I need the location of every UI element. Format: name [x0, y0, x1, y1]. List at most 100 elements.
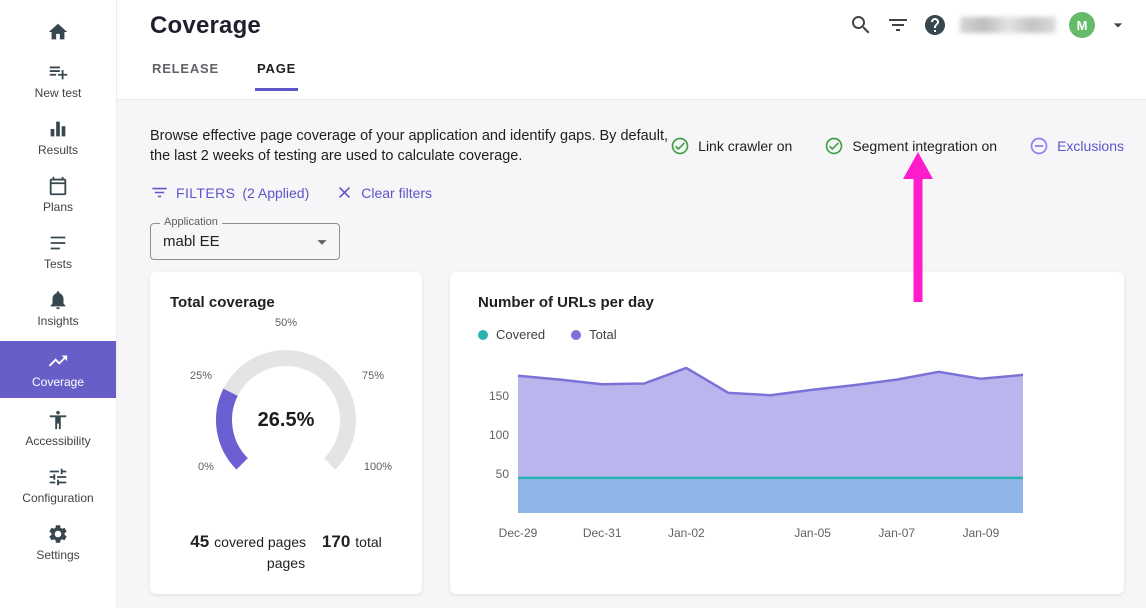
svg-text:100: 100: [489, 428, 509, 442]
avatar[interactable]: M: [1069, 12, 1095, 38]
sidebar-item-label: Coverage: [31, 375, 85, 389]
application-select-value: mabl EE: [163, 233, 220, 250]
page-description: Browse effective page coverage of your a…: [150, 128, 669, 164]
sidebar-item-coverage[interactable]: Coverage: [0, 341, 116, 398]
account-menu-caret-icon[interactable]: [1108, 15, 1128, 35]
svg-text:Dec-29: Dec-29: [499, 526, 538, 540]
coverage-trending-icon: [47, 350, 69, 372]
urls-chart: 50 100 150 Dec-29 Dec-31 Jan-02 Jan-05 Jan-07 Ja…: [489, 366, 1024, 540]
gauge-fill: [216, 350, 356, 490]
accessibility-icon: [47, 409, 69, 431]
legend-total-dot: [571, 329, 582, 340]
sidebar-item-home[interactable]: [0, 14, 116, 50]
gauge-tick: 0%: [198, 461, 214, 473]
close-icon: [339, 186, 351, 199]
sidebar-item-tests[interactable]: Tests: [0, 225, 116, 278]
application-select-label: Application: [160, 216, 222, 228]
new-test-icon: [47, 61, 69, 83]
page-header: Coverage RELEASE PAGE M: [117, 0, 1146, 100]
sidebar-item-new-test[interactable]: New test: [0, 54, 116, 107]
coverage-stats: 45 covered pages 170 total pages: [170, 531, 402, 574]
home-icon: [47, 21, 69, 43]
results-icon: [47, 118, 69, 140]
sidebar-item-accessibility[interactable]: Accessibility: [0, 402, 116, 455]
chevron-down-icon: [311, 231, 333, 258]
search-icon[interactable]: [849, 13, 873, 37]
tab-release[interactable]: RELEASE: [152, 61, 220, 76]
segment-integration-status[interactable]: Segment integration on: [824, 136, 997, 156]
gauge-tick: 100%: [363, 461, 392, 473]
sidebar-item-insights[interactable]: Insights: [0, 282, 116, 335]
insights-bell-icon: [47, 289, 69, 311]
sidebar-item-label: Plans: [42, 200, 74, 214]
main-area: Coverage RELEASE PAGE M Browse effective…: [117, 0, 1146, 608]
svg-text:50: 50: [496, 467, 510, 481]
tab-page[interactable]: PAGE: [255, 61, 299, 91]
urls-per-day-card: Number of URLs per day Covered Total 50 1…: [450, 272, 1124, 594]
sidebar-item-label: New test: [34, 86, 82, 100]
sidebar-item-label: Accessibility: [25, 434, 91, 448]
svg-text:Dec-31: Dec-31: [583, 526, 622, 540]
exclusions-label: Exclusions: [1057, 138, 1124, 154]
help-icon[interactable]: [923, 13, 947, 37]
filters-row: FILTERS (2 Applied) Clear filters: [150, 183, 1124, 202]
header-actions: M: [849, 12, 1128, 38]
sidebar-item-settings[interactable]: Settings: [0, 516, 116, 569]
sidebar-item-label: Tests: [43, 257, 72, 271]
legend-covered-dot: [478, 329, 488, 340]
page-content: Browse effective page coverage of your a…: [117, 100, 1146, 608]
plans-icon: [47, 175, 69, 197]
configuration-sliders-icon: [47, 466, 69, 488]
filters-button[interactable]: FILTERS (2 Applied): [150, 183, 309, 202]
chart-legend: Covered Total: [478, 327, 1096, 342]
page-title: Coverage: [150, 12, 261, 39]
sidebar-item-configuration[interactable]: Configuration: [0, 459, 116, 512]
legend-covered-label: Covered: [496, 327, 546, 342]
sidebar-item-results[interactable]: Results: [0, 111, 116, 164]
covered-pages-value: 45: [190, 532, 210, 551]
covered-pages-label: covered pages: [214, 534, 307, 550]
filter-list-icon[interactable]: [886, 13, 910, 37]
svg-text:Jan-02: Jan-02: [668, 526, 705, 540]
check-circle-icon: [825, 137, 843, 155]
filters-label: FILTERS: [176, 184, 236, 201]
tab-bar: RELEASE PAGE: [117, 61, 1146, 91]
check-circle-icon: [671, 137, 689, 155]
svg-text:Jan-07: Jan-07: [878, 526, 915, 540]
settings-gear-icon: [47, 523, 69, 545]
status-label: Segment integration on: [852, 138, 998, 154]
svg-text:Jan-09: Jan-09: [963, 526, 1000, 540]
application-select[interactable]: Application mabl EE: [150, 216, 340, 260]
filters-icon: [152, 187, 167, 198]
account-name-redacted[interactable]: [960, 17, 1056, 33]
svg-text:Jan-05: Jan-05: [794, 526, 831, 540]
sidebar-item-plans[interactable]: Plans: [0, 168, 116, 221]
status-row: Link crawler on Segment integration on E…: [670, 136, 1124, 156]
exclusions-link[interactable]: Exclusions: [1029, 136, 1124, 156]
sidebar: New test Results Plans Tests Insights Co…: [0, 0, 117, 608]
clear-filters-button[interactable]: Clear filters: [335, 183, 432, 202]
legend-total-label: Total: [589, 327, 617, 342]
legend-covered: Covered: [478, 327, 545, 342]
total-pages-label: total pages: [266, 534, 382, 571]
sidebar-item-label: Results: [37, 143, 78, 157]
gauge-tick: 50%: [274, 317, 298, 329]
link-crawler-status[interactable]: Link crawler on: [670, 136, 792, 156]
urls-chart-title: Number of URLs per day: [478, 294, 654, 311]
clear-filters-label: Clear filters: [361, 184, 433, 201]
remove-circle-icon: [1030, 137, 1048, 155]
sidebar-item-label: Insights: [37, 314, 79, 328]
status-label: Link crawler on: [698, 138, 793, 154]
total-coverage-card: Total coverage 26.5% 50% 25% 75% 0% 100%…: [150, 272, 422, 594]
legend-total: Total: [571, 327, 617, 342]
total-pages-value: 170: [321, 532, 351, 551]
svg-text:150: 150: [489, 389, 509, 403]
sidebar-item-label: Configuration: [22, 491, 94, 505]
coverage-percent: 26.5%: [257, 409, 315, 431]
filters-count: (2 Applied): [242, 184, 310, 201]
gauge-tick: 75%: [361, 370, 384, 382]
sidebar-item-label: Settings: [36, 548, 80, 562]
total-coverage-title: Total coverage: [170, 294, 275, 311]
coverage-gauge: 26.5% 50% 25% 75% 0% 100%: [170, 315, 402, 523]
gauge-tick: 25%: [190, 370, 213, 382]
